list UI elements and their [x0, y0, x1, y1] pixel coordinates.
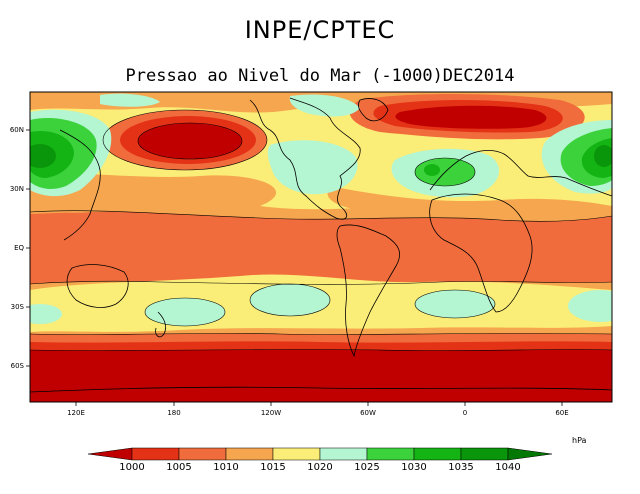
isobar-azores: [414, 157, 476, 187]
north-atlantic-1010-area: [327, 186, 612, 215]
colorbar-segment-2: [178, 447, 227, 461]
lat-label-30n: 30N: [10, 185, 24, 193]
colorbar-label-1020: 1020: [307, 462, 332, 473]
tropical-1010-band: [30, 210, 612, 285]
southern-ocean-1000-belt: [30, 349, 612, 402]
colorbar-segment-6: [366, 447, 415, 461]
asia-1025-north: [100, 93, 160, 107]
colorbar-label-1000: 1000: [119, 462, 144, 473]
colorbar-extend-high: [507, 447, 553, 461]
colorbar-label-1035: 1035: [448, 462, 473, 473]
aleutian-low-1000: [138, 123, 242, 159]
colorbar-unit: hPa: [572, 436, 587, 445]
coast-greenland: [358, 98, 389, 122]
azores-high-1035: [424, 164, 440, 176]
south-east-pacific-high-1020: [250, 284, 330, 316]
isobar-south-pacific: [144, 297, 226, 327]
colorbar-segment-4: [272, 447, 321, 461]
coast-europe: [429, 150, 567, 191]
colorbar-segment-1: [131, 447, 180, 461]
isobar-southern-belt: [30, 333, 612, 335]
colorbar-label-1005: 1005: [166, 462, 191, 473]
lon-label-0: 0: [463, 409, 467, 417]
coast-asia: [59, 129, 612, 241]
colorbar-segment-3: [225, 447, 274, 461]
north-pacific-1010-area: [30, 173, 277, 214]
north-america-high-1025: [267, 140, 358, 195]
isobar-tropical-north: [30, 210, 612, 222]
colorbar-label-1040: 1040: [495, 462, 520, 473]
australia-high-1020: [30, 304, 62, 324]
map-frame: [29, 91, 613, 403]
colorbar: hPa 1000 1005 1010 1015 1020 1025 1030 1035 1040: [87, 436, 587, 473]
colorbar-label-1025: 1025: [354, 462, 379, 473]
lat-label-30s: 30S: [11, 303, 25, 311]
siberian-high-1040-east: [594, 145, 612, 167]
lon-label-120e: 120E: [67, 409, 85, 417]
lat-label-60s: 60S: [11, 362, 25, 370]
isobar-aleutian: [102, 109, 268, 171]
lat-label-eq: EQ: [14, 244, 24, 252]
colorbar-label-1030: 1030: [401, 462, 426, 473]
icelandic-low-1000: [395, 105, 547, 129]
coastlines: [30, 97, 612, 393]
isobar-south-atlantic: [414, 289, 496, 319]
indian-ocean-high-1020: [568, 290, 612, 322]
figure-title: INPE/CPTEC: [245, 16, 396, 44]
siberian-high-1040-west: [30, 144, 56, 168]
south-pacific-high-1020: [145, 298, 225, 326]
colorbar-label-1015: 1015: [260, 462, 285, 473]
colorbar-segment-7: [413, 447, 462, 461]
colorbar-labels: 1000 1005 1010 1015 1020 1025 1030 1035 1040: [119, 462, 520, 473]
coast-south-america: [336, 224, 400, 358]
greenland-1025: [289, 94, 360, 117]
lon-label-60e: 60E: [555, 409, 568, 417]
latitude-axis: 60N 30N EQ 30S 60S: [10, 126, 30, 370]
isobar-southern-belt-2: [30, 349, 612, 351]
colorbar-segments: [87, 447, 553, 461]
longitude-axis: 120E 180 120W 60W 0 60E: [67, 402, 569, 417]
isobar-tropical-south: [30, 280, 612, 285]
pressure-field: [30, 92, 612, 402]
coast-africa: [429, 193, 533, 313]
lon-label-60w: 60W: [360, 409, 376, 417]
figure-subtitle: Pressao ao Nivel do Mar (-1000)DEC2014: [126, 66, 515, 86]
south-atlantic-high-1020: [415, 290, 495, 318]
colorbar-label-1010: 1010: [213, 462, 238, 473]
colorbar-extend-low: [87, 447, 133, 461]
colorbar-segment-8: [460, 447, 509, 461]
lon-label-120w: 120W: [261, 409, 281, 417]
coast-north-america: [249, 97, 361, 220]
colorbar-segment-5: [319, 447, 368, 461]
isobar-aleutian-inner: [137, 122, 243, 160]
lon-label-180: 180: [167, 409, 180, 417]
lat-label-60n: 60N: [10, 126, 24, 134]
coast-australia: [66, 264, 129, 308]
coast-antarctica: [30, 386, 612, 393]
isobars: [30, 109, 612, 351]
